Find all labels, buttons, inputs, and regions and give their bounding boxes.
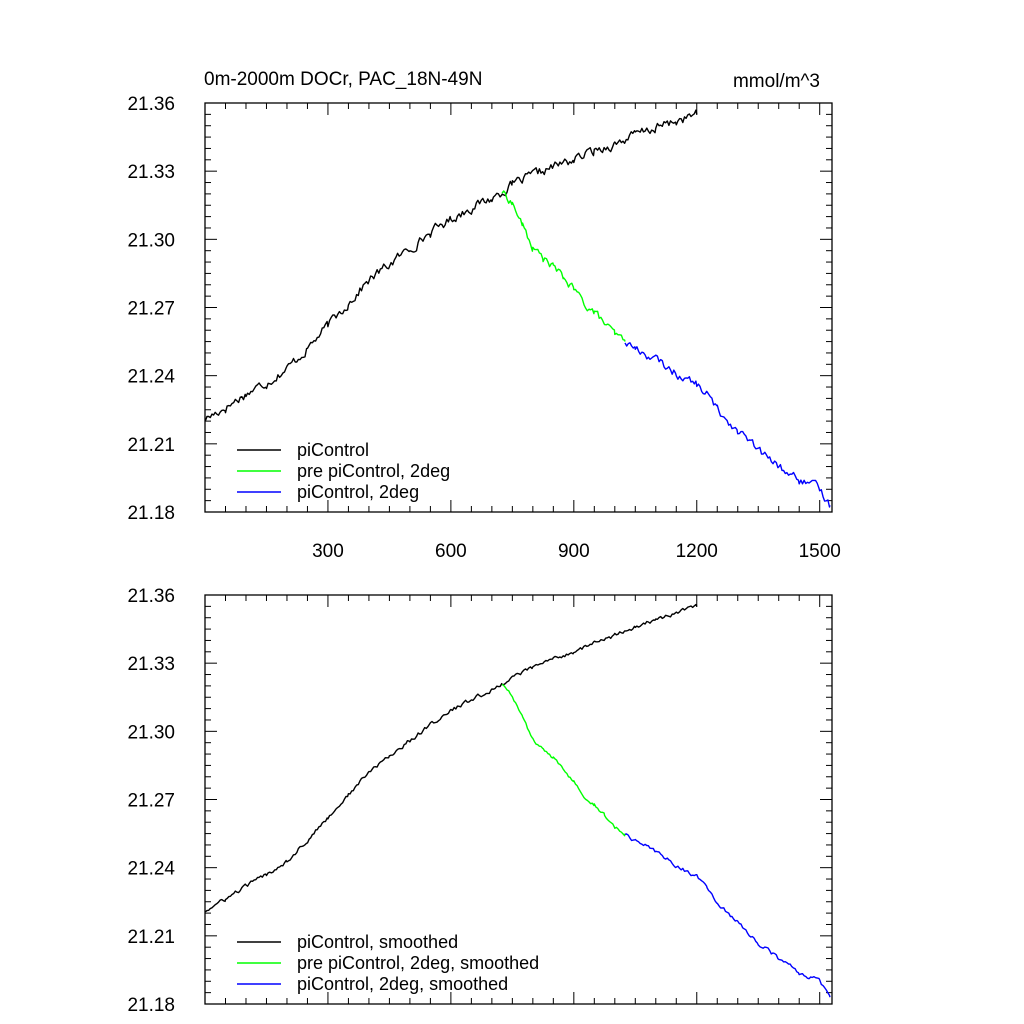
y-tick-label: 21.30	[127, 230, 175, 251]
legend-label: piControl	[297, 440, 369, 460]
x-tick-label: 1500	[799, 541, 841, 562]
legend-label: piControl, smoothed	[297, 932, 458, 952]
y-tick-label: 21.18	[127, 995, 175, 1016]
x-tick-label: 900	[558, 541, 590, 562]
x-tick-label: 600	[435, 541, 467, 562]
legend-label: pre piControl, 2deg, smoothed	[297, 953, 539, 973]
panel-top: 300 600 900 1200 1500 21.18 21.21 21.24 21.27 21.…	[127, 94, 840, 562]
y-tick-label: 21.27	[127, 791, 175, 812]
y-tick-label: 21.36	[127, 586, 175, 607]
x-tick-label: 1200	[676, 541, 718, 562]
y-tick-label: 21.33	[127, 162, 175, 183]
y-tick-label: 21.24	[127, 367, 175, 388]
y-tick-label: 21.30	[127, 722, 175, 743]
series-line-2	[624, 342, 831, 508]
y-tick-label: 21.27	[127, 299, 175, 320]
y-tick-label: 21.36	[127, 94, 175, 115]
y-tick-label: 21.21	[127, 435, 175, 456]
series-line-0	[205, 603, 698, 913]
panel-bottom: 21.18 21.21 21.24 21.27 21.30 21.33 21.36 piCon…	[127, 586, 833, 1016]
series-line-2	[624, 833, 831, 998]
y-tick-label: 21.33	[127, 654, 175, 675]
legend-label: pre piControl, 2deg	[297, 461, 450, 481]
x-tick-label: 300	[312, 541, 344, 562]
series-line-1	[501, 683, 626, 837]
chart-title: 0m-2000m DOCr, PAC_18N-49N	[204, 69, 482, 90]
series-line-0	[205, 109, 698, 422]
chart-units: mmol/m^3	[733, 71, 820, 92]
legend-label: piControl, 2deg	[297, 482, 419, 502]
y-tick-label: 21.18	[127, 503, 175, 524]
y-tick-label: 21.21	[127, 927, 175, 948]
y-tick-label: 21.24	[127, 859, 175, 880]
series-line-1	[501, 190, 626, 342]
legend-label: piControl, 2deg, smoothed	[297, 974, 508, 994]
